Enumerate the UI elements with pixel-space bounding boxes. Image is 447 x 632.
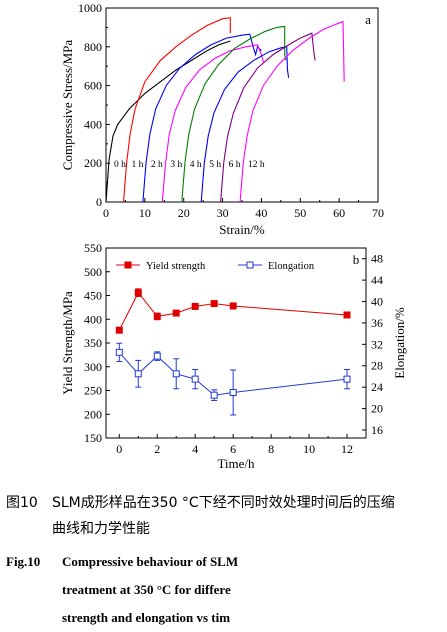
y-tick-label-a: 0 <box>96 195 102 209</box>
series-line-b-0 <box>118 291 348 331</box>
data-point-b-1 <box>172 370 180 378</box>
data-point-b-0 <box>134 289 142 297</box>
series-line-a-6 <box>220 32 316 203</box>
y-tick-label-a: 1000 <box>78 1 102 15</box>
x-tick-label-a: 40 <box>255 206 267 220</box>
x-tick-label-a: 30 <box>217 206 229 220</box>
y-right-tick-label-b: 36 <box>371 316 383 330</box>
x-tick-label-a: 50 <box>294 206 306 220</box>
x-tick-label-b: 8 <box>268 442 274 456</box>
panel-label-b: b <box>353 252 360 267</box>
y-right-tick-label-b: 48 <box>371 252 383 266</box>
data-point-b-1 <box>210 391 218 399</box>
y-tick-label-b: 150 <box>84 431 102 445</box>
legend-label-0: Yield strength <box>146 261 206 272</box>
caption-en-line2: treatment at 350 °C for differe <box>62 582 231 597</box>
data-point-b-1 <box>115 348 123 356</box>
data-point-b-1 <box>229 389 237 397</box>
y-tick-label-b: 400 <box>84 312 102 326</box>
y-right-tick-label-b: 32 <box>371 337 383 351</box>
x-axis-label-b: Time/h <box>217 456 255 470</box>
data-point-b-1 <box>343 375 351 383</box>
data-point-b-0 <box>172 309 180 317</box>
curve-label-7: 12 h <box>248 160 265 170</box>
legend-label-1: Elongation <box>268 261 315 272</box>
x-tick-label-b: 4 <box>192 442 198 456</box>
figure-charts: 0 10 20 30 40 50 60 7002004006008001000Strain/%… <box>60 1 407 470</box>
data-point-b-0 <box>210 300 218 308</box>
curve-label-4: 4 h <box>190 160 202 170</box>
y-axis-label-a: Compressive Stress/MPa <box>60 40 75 171</box>
curve-label-0: 0 h <box>114 160 126 170</box>
data-point-b-0 <box>115 326 123 334</box>
y-right-axis-label-b: Elongation/% <box>392 307 407 379</box>
y-tick-label-a: 200 <box>84 156 102 170</box>
x-tick-label-a: 20 <box>178 206 190 220</box>
x-tick-label-b: 12 <box>341 442 353 456</box>
chart-b: 0 2 4 6 8 10 121502002503003504004505005501620… <box>60 241 407 470</box>
chart-a: 0 10 20 30 40 50 60 70 0 200 400 600 800 1000 Strain/%… <box>60 1 384 237</box>
caption-en-line3: strength and elongation vs tim <box>62 610 231 625</box>
caption-en-number: Fig.10 <box>6 554 41 569</box>
y-tick-label-a: 800 <box>84 40 102 54</box>
y-tick-label-b: 500 <box>84 265 102 279</box>
data-point-b-1 <box>134 370 142 378</box>
series-line-a-1 <box>122 17 231 203</box>
caption-en-line1: Compressive behaviour of SLM <box>62 554 239 569</box>
x-axis-label-a: Strain/% <box>219 222 265 237</box>
curve-label-2: 2 h <box>151 160 163 170</box>
series-line-a-5 <box>200 46 290 203</box>
plot-frame-b <box>105 247 367 439</box>
curve-label-1: 1 h <box>131 160 143 170</box>
legend-marker-0 <box>124 261 132 269</box>
y-right-tick-label-b: 40 <box>371 295 383 309</box>
data-point-b-1 <box>191 375 199 383</box>
y-tick-label-b: 550 <box>84 241 102 255</box>
data-point-b-0 <box>343 311 351 319</box>
curve-label-6: 6 h <box>229 160 241 170</box>
data-point-b-1 <box>153 352 161 360</box>
y-right-tick-label-b: 24 <box>371 380 383 394</box>
x-tick-label-b: 6 <box>230 442 236 456</box>
x-tick-label-b: 10 <box>303 442 315 456</box>
curve-label-5: 5 h <box>209 160 221 170</box>
y-tick-label-b: 300 <box>84 360 102 374</box>
y-tick-label-a: 600 <box>84 79 102 93</box>
y-right-tick-label-b: 28 <box>371 359 383 373</box>
caption-chinese: 图10 SLM成形样品在350 °C下经不同时效处理时间后的压缩 曲线和力学性能 <box>6 490 447 542</box>
y-right-tick-label-b: 16 <box>371 423 383 437</box>
series-line-a-7 <box>239 20 345 203</box>
y-tick-label-b: 450 <box>84 289 102 303</box>
data-point-b-0 <box>229 302 237 310</box>
y-right-tick-label-b: 20 <box>371 402 383 416</box>
caption-cn-number: 图10 <box>6 495 38 511</box>
series-line-a-0 <box>105 40 231 203</box>
caption-english: Fig.10 Compressive behaviour of SLM treat… <box>6 548 447 632</box>
curve-label-3: 3 h <box>170 160 182 170</box>
y-tick-label-a: 400 <box>84 117 102 131</box>
x-tick-label-a: 0 <box>103 206 109 220</box>
y-right-tick-label-b: 44 <box>371 273 383 287</box>
caption-cn-line2: 曲线和力学性能 <box>52 521 150 537</box>
series-line-a-2 <box>142 33 262 203</box>
x-tick-label-b: 0 <box>116 442 122 456</box>
caption-cn-line1: SLM成形样品在350 °C下经不同时效处理时间后的压缩 <box>52 495 395 511</box>
y-tick-label-b: 350 <box>84 336 102 350</box>
y-axis-label-b: Yield Strength/MPa <box>60 291 75 395</box>
y-tick-label-b: 250 <box>84 384 102 398</box>
x-tick-label-a: 10 <box>139 206 151 220</box>
x-tick-label-b: 2 <box>154 442 160 456</box>
legend-marker-1 <box>246 261 254 269</box>
data-point-b-0 <box>153 312 161 320</box>
x-tick-label-a: 60 <box>333 206 345 220</box>
series-line-a-3 <box>161 44 264 203</box>
x-tick-label-a: 70 <box>372 206 384 220</box>
data-point-b-0 <box>191 302 199 310</box>
panel-label-a: a <box>365 12 371 27</box>
series-line-a-4 <box>181 25 287 203</box>
y-tick-label-b: 200 <box>84 407 102 421</box>
